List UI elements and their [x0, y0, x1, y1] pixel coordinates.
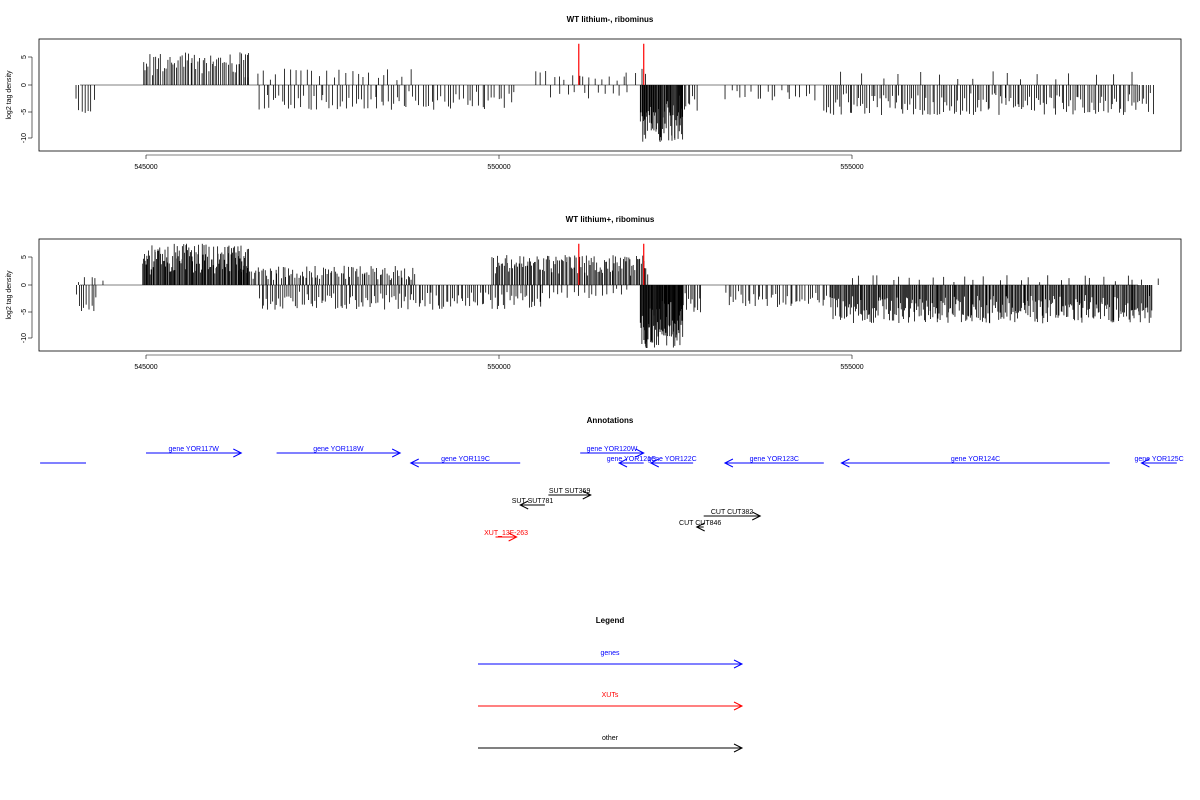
annotation-feature: gene YOR119C	[409, 456, 521, 468]
feature-arrow-head	[840, 458, 850, 468]
x-tick-label: 545000	[134, 164, 157, 171]
x-axis: 545000 550000 555000	[134, 354, 864, 371]
annotation-feature: CUT CUT382	[703, 509, 762, 521]
feature-label: SUT SUT369	[549, 488, 591, 495]
feature-arrow-head	[695, 522, 705, 532]
feature-arrow-head	[1140, 458, 1150, 468]
track-panel-lithium-minus: WT lithium-, ribominus log2 tag density …	[6, 15, 1182, 171]
feature-arrow-head	[508, 532, 518, 542]
feature-label: gene YOR125C	[1134, 456, 1183, 463]
feature-arrow-head	[635, 448, 645, 458]
annotation-feature: gene YOR117W	[146, 446, 243, 458]
feature-arrow-head	[519, 500, 529, 510]
annotation-feature: gene YOR121C	[607, 456, 656, 468]
feature-arrow-head	[233, 448, 243, 458]
annotation-feature: SUT SUT781	[512, 498, 554, 510]
y-axis: 5 0 -5 -10	[21, 55, 33, 143]
legend-item-other: other	[478, 735, 744, 753]
x-tick-label: 555000	[840, 164, 863, 171]
legend-label: XUTs	[602, 692, 619, 699]
annotations-panel: Annotations gene YOR117W gene YOR118Wgene…	[40, 416, 1184, 542]
legend-label: other	[602, 735, 619, 742]
feature-label: gene YOR118W	[313, 446, 364, 453]
x-tick-label: 550000	[487, 364, 510, 371]
bar-layer	[75, 52, 1154, 143]
feature-label: gene YOR123C	[750, 456, 799, 463]
feature-arrow-head	[409, 458, 419, 468]
y-tick-label: -10	[21, 333, 28, 343]
feature-arrow-head	[391, 448, 402, 458]
x-tick-label: 545000	[134, 364, 157, 371]
annotation-feature: gene YOR122C	[647, 456, 697, 468]
annotation-feature: gene YOR120W	[580, 446, 645, 458]
x-axis: 545000 550000 555000	[134, 154, 864, 171]
track-title: WT lithium-, ribominus	[567, 15, 654, 24]
annotation-feature: gene YOR123C	[723, 456, 824, 468]
annotation-feature: CUT CUT846	[679, 520, 721, 532]
annotation-feature: gene YOR118W	[276, 446, 402, 458]
feature-arrow-head	[723, 458, 734, 468]
y-axis-label: log2 tag density	[6, 70, 13, 120]
feature-label: gene YOR124C	[951, 456, 1000, 463]
legend-arrow-head	[733, 701, 744, 711]
track-panel-lithium-plus: WT lithium+, ribominus log2 tag density …	[6, 215, 1182, 371]
legend-item-xuts: XUTs	[478, 692, 744, 711]
y-axis-label: log2 tag density	[6, 270, 13, 320]
x-tick-label: 555000	[840, 364, 863, 371]
feature-label: gene YOR122C	[647, 456, 696, 463]
annotation-feature: XUT_13F-263	[484, 530, 528, 542]
legend-title: Legend	[596, 616, 625, 625]
annotation-feature: gene YOR124C	[840, 456, 1110, 468]
y-tick-label: 0	[21, 83, 28, 87]
y-tick-label: 5	[21, 255, 28, 259]
legend-arrow-head	[733, 659, 744, 669]
feature-arrow-head	[617, 458, 628, 468]
annotation-feature: gene YOR125C	[1134, 456, 1184, 468]
feature-label: gene YOR117W	[169, 446, 220, 453]
feature-label: CUT CUT846	[679, 520, 721, 527]
feature-arrow-head	[649, 458, 660, 468]
legend: Legend genes XUTs other	[478, 616, 744, 753]
plot-frame	[38, 238, 1182, 352]
y-tick-label: -5	[21, 109, 28, 115]
legend-arrow-head	[733, 743, 744, 753]
feature-label: gene YOR120W	[587, 446, 638, 453]
feature-arrow-head	[751, 511, 762, 521]
feature-arrow-head	[582, 490, 592, 500]
highlight-layer	[578, 43, 645, 85]
feature-label: XUT_13F-263	[484, 530, 528, 537]
highlight-layer	[578, 243, 645, 285]
annotation-feature: SUT SUT369	[548, 488, 592, 500]
legend-item-genes: genes	[478, 650, 744, 669]
y-tick-label: 5	[21, 55, 28, 59]
x-tick-label: 550000	[487, 164, 510, 171]
feature-layer: gene YOR117W gene YOR118W gene YOR119C gene…	[40, 446, 1184, 542]
feature-label: SUT SUT781	[512, 498, 554, 505]
annotations-title: Annotations	[587, 416, 634, 425]
legend-label: genes	[600, 650, 620, 657]
feature-label: gene YOR119C	[441, 456, 490, 463]
y-tick-label: -5	[21, 309, 28, 315]
feature-label: gene YOR121C	[607, 456, 656, 463]
bar-layer	[76, 243, 1159, 348]
track-title: WT lithium+, ribominus	[566, 215, 655, 224]
y-axis: 5 0 -5 -10	[21, 255, 33, 343]
y-tick-label: -10	[21, 133, 28, 143]
plot-frame	[38, 38, 1182, 152]
y-tick-label: 0	[21, 283, 28, 287]
feature-label: CUT CUT382	[711, 509, 753, 516]
